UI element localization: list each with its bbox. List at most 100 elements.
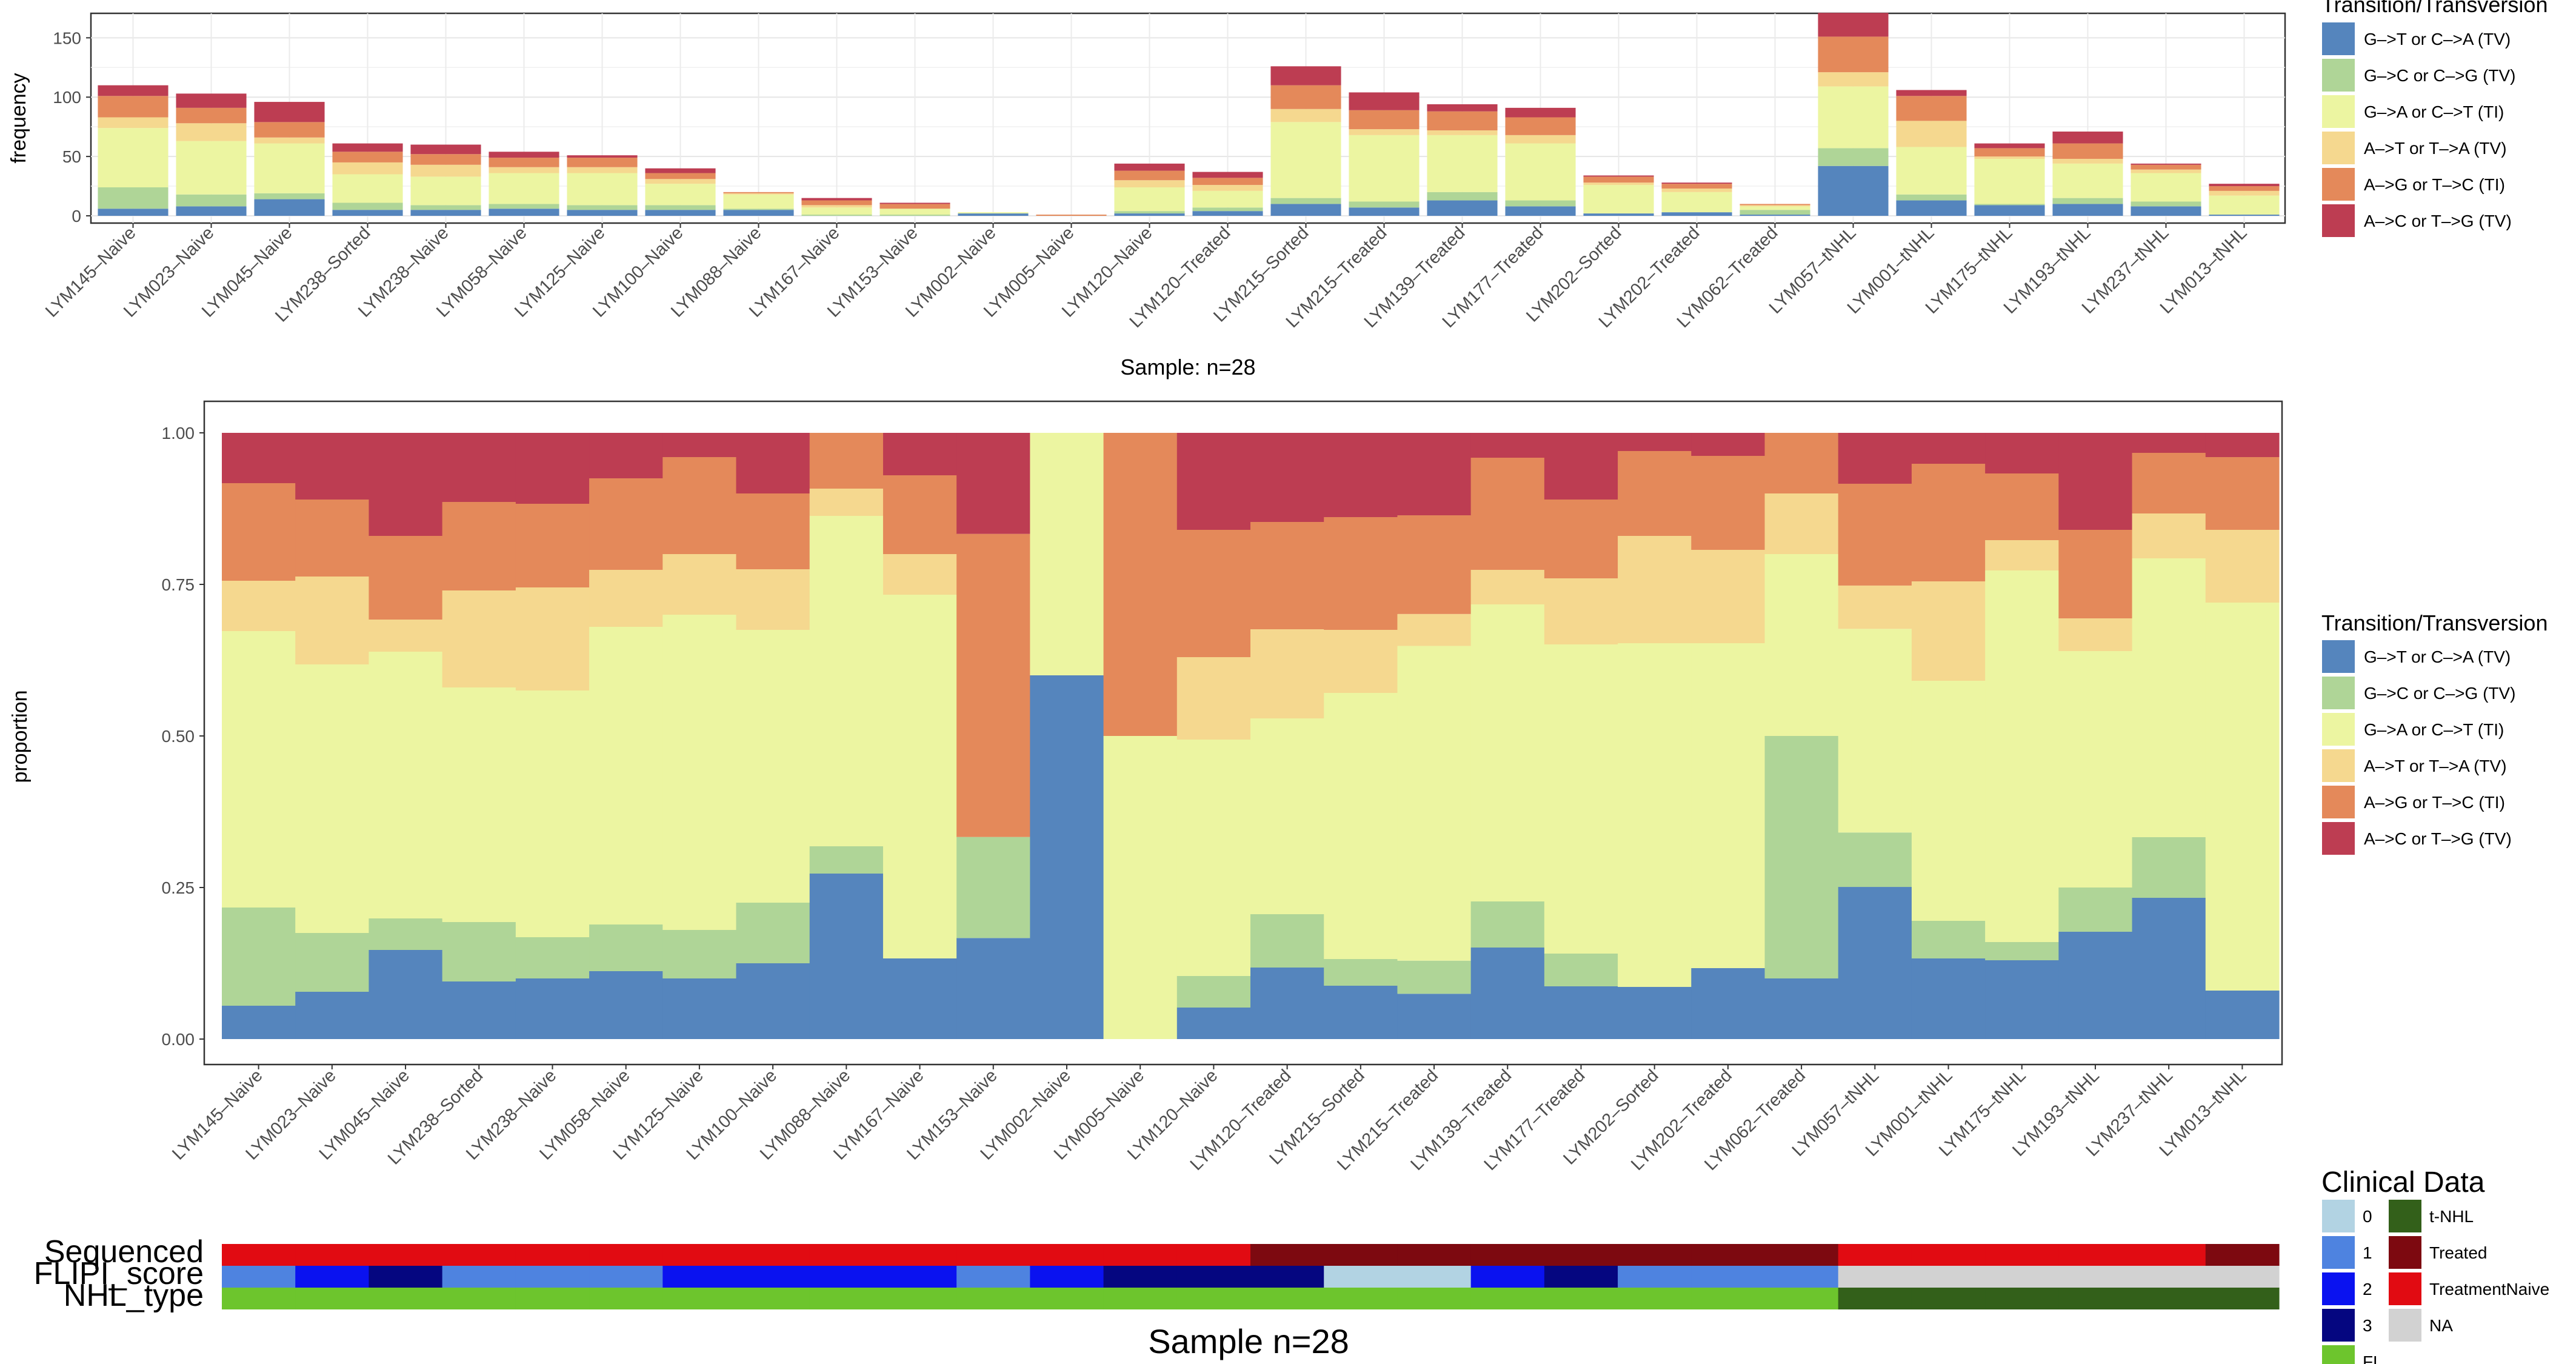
clinical-cell-sequenced xyxy=(589,1244,663,1266)
proportion-bar-segment-g-t-or-c-a-tv xyxy=(2132,898,2206,1039)
frequency-bar-segment-a-g-or-t-c-ti xyxy=(567,158,638,167)
frequency-bar-segment-g-t-or-c-a-tv xyxy=(489,209,559,216)
legend-middle-key xyxy=(2321,748,2356,783)
frequency-bar-segment-g-c-or-c-g-tv xyxy=(2131,201,2201,207)
proportion-bar-segment-a-c-or-t-g-tv xyxy=(1397,433,1472,516)
frequency-bar-segment-g-t-or-c-a-tv xyxy=(723,210,794,216)
frequency-bars xyxy=(98,13,2280,216)
proportion-bar-segment-g-c-or-c-g-tv xyxy=(515,937,590,978)
proportion-bar-segment-a-t-or-t-a-tv xyxy=(1838,585,1912,629)
clinical-cell-sequenced xyxy=(515,1244,590,1266)
legend-middle-label: G–>C or C–>G (TV) xyxy=(2364,684,2516,703)
frequency-bar-segment-g-a-or-c-t-ti xyxy=(1818,86,1889,149)
frequency-bar-segment-a-c-or-t-g-tv xyxy=(645,168,716,173)
frequency-bar-segment-a-g-or-t-c-ti xyxy=(1270,85,1341,109)
proportion-bar-segment-g-a-or-c-t-ti xyxy=(1985,570,2059,942)
proportion-bar-segment-g-c-or-c-g-tv xyxy=(295,933,370,992)
frequency-bar-segment-a-g-or-t-c-ti xyxy=(2131,164,2201,170)
clinical-cell-flipi-score xyxy=(1985,1266,2059,1288)
frequency-bar-segment-g-t-or-c-a-tv xyxy=(1192,211,1263,216)
frequency-y-tick-label: 100 xyxy=(53,88,81,107)
proportion-bar-segment-a-g-or-t-c-ti xyxy=(1838,483,1912,586)
clinical-cell-nhl-type xyxy=(2132,1288,2206,1309)
frequency-bar-segment-g-t-or-c-a-tv xyxy=(2052,204,2123,216)
frequency-bar-segment-a-c-or-t-g-tv xyxy=(1818,13,1889,37)
proportion-bar-segment-a-t-or-t-a-tv xyxy=(1250,629,1324,718)
frequency-y-tick-label: 150 xyxy=(53,28,81,47)
clinical-cell-flipi-score xyxy=(2058,1266,2133,1288)
legend-middle-key xyxy=(2321,639,2356,674)
frequency-bar-segment-g-t-or-c-a-tv xyxy=(1114,213,1185,216)
clinical-cell-nhl-type xyxy=(1103,1288,1178,1309)
legend-top-key xyxy=(2321,130,2356,165)
proportion-bar-segment-g-a-or-c-t-ti xyxy=(662,615,737,930)
proportion-bar-segment-a-g-or-t-c-ti xyxy=(1103,433,1178,736)
frequency-bar-segment-a-g-or-t-c-ti xyxy=(879,204,950,209)
clinical-cell-flipi-score xyxy=(883,1266,957,1288)
legend-middle: Transition/Transversion G–>T or C–>A (TV… xyxy=(2321,610,2548,856)
proportion-bar-segment-g-t-or-c-a-tv xyxy=(1985,960,2059,1039)
clinical-cell-sequenced xyxy=(2058,1244,2133,1266)
legend-middle-label: A–>C or T–>G (TV) xyxy=(2364,829,2512,848)
clinical-cell-sequenced xyxy=(295,1244,370,1266)
legend-middle-key xyxy=(2321,675,2356,710)
frequency-bar-segment-g-c-or-c-g-tv xyxy=(410,205,481,210)
frequency-bar-segment-a-c-or-t-g-tv xyxy=(2209,184,2280,187)
proportion-bar-segment-g-t-or-c-a-tv xyxy=(809,874,884,1039)
proportion-bar-segment-g-a-or-c-t-ti xyxy=(1911,681,1986,921)
frequency-bar-segment-a-t-or-t-a-tv xyxy=(1270,109,1341,122)
frequency-bar-segment-a-t-or-t-a-tv xyxy=(1740,205,1810,207)
proportion-bar-segment-g-a-or-c-t-ti xyxy=(1030,433,1104,675)
frequency-bar-segment-g-c-or-c-g-tv xyxy=(1974,204,2045,206)
frequency-bar-segment-a-g-or-t-c-ti xyxy=(1114,170,1185,181)
proportion-bar-segment-g-t-or-c-a-tv xyxy=(369,950,443,1039)
legend-top-label: G–>T or C–>A (TV) xyxy=(2364,30,2511,48)
frequency-bar-segment-g-c-or-c-g-tv xyxy=(176,194,247,207)
frequency-bar-segment-g-c-or-c-g-tv xyxy=(879,215,950,216)
frequency-bar-segment-a-g-or-t-c-ti xyxy=(1661,184,1732,189)
frequency-bar-segment-a-c-or-t-g-tv xyxy=(176,93,247,108)
proportion-bar-segment-g-t-or-c-a-tv xyxy=(1176,1008,1251,1039)
proportion-bar-segment-g-a-or-c-t-ti xyxy=(1324,693,1398,959)
frequency-bar-segment-g-c-or-c-g-tv xyxy=(1896,194,1967,201)
frequency-bar-segment-g-a-or-c-t-ti xyxy=(332,174,403,203)
proportion-bar-segment-g-a-or-c-t-ti xyxy=(1838,629,1912,833)
proportion-bar-segment-a-c-or-t-g-tv xyxy=(222,433,296,483)
clinical-cell-nhl-type xyxy=(1764,1288,1839,1309)
legend-top-label: G–>C or C–>G (TV) xyxy=(2364,66,2516,85)
proportion-bar-segment-a-g-or-t-c-ti xyxy=(1691,456,1766,550)
clinical-cell-nhl-type xyxy=(222,1288,296,1309)
clinical-cell-nhl-type xyxy=(1030,1288,1104,1309)
frequency-bar-segment-a-t-or-t-a-tv xyxy=(489,167,559,173)
proportion-bar-segment-g-c-or-c-g-tv xyxy=(1176,976,1251,1008)
frequency-bar-segment-g-t-or-c-a-tv xyxy=(1818,165,1889,216)
proportion-bar-segment-a-t-or-t-a-tv xyxy=(442,590,516,687)
legend-clinical-label: 2 xyxy=(2363,1280,2372,1299)
proportion-bar-segment-a-c-or-t-g-tv xyxy=(2058,433,2133,530)
legend-clinical-key xyxy=(2387,1308,2423,1343)
proportion-y-tick-label: 0.50 xyxy=(162,727,195,746)
frequency-bar-segment-g-c-or-c-g-tv xyxy=(1192,207,1263,212)
proportion-bar-segment-g-a-or-c-t-ti xyxy=(1470,604,1545,901)
proportion-bar-segment-g-t-or-c-a-tv xyxy=(222,1006,296,1039)
proportion-bar-segment-a-g-or-t-c-ti xyxy=(295,500,370,577)
proportion-bar-segment-a-t-or-t-a-tv xyxy=(662,554,737,615)
proportion-bar-segment-g-c-or-c-g-tv xyxy=(1764,736,1839,978)
row-label-sequenced: Sequenced xyxy=(44,1234,204,1269)
clinical-cell-nhl-type xyxy=(1544,1288,1618,1309)
clinical-cell-sequenced xyxy=(736,1244,810,1266)
frequency-bar-segment-g-c-or-c-g-tv xyxy=(567,205,638,210)
proportion-bar-segment-a-t-or-t-a-tv xyxy=(1544,578,1618,644)
proportion-bar-segment-g-t-or-c-a-tv xyxy=(1911,958,1986,1039)
proportion-bar-segment-g-a-or-c-t-ti xyxy=(222,631,296,908)
proportion-bars xyxy=(222,433,2280,1039)
proportion-bar-segment-g-a-or-c-t-ti xyxy=(1691,643,1766,968)
proportion-bar-segment-g-t-or-c-a-tv xyxy=(2058,932,2133,1039)
clinical-cell-sequenced xyxy=(662,1244,737,1266)
proportion-bar-segment-a-g-or-t-c-ti xyxy=(1764,433,1839,493)
frequency-bar-segment-g-a-or-c-t-ti xyxy=(1114,187,1185,212)
frequency-bar-segment-a-c-or-t-g-tv xyxy=(567,155,638,158)
frequency-bar-segment-g-t-or-c-a-tv xyxy=(1583,213,1654,216)
clinical-cell-sequenced xyxy=(1250,1244,1324,1266)
proportion-bar-segment-a-c-or-t-g-tv xyxy=(1324,433,1398,517)
